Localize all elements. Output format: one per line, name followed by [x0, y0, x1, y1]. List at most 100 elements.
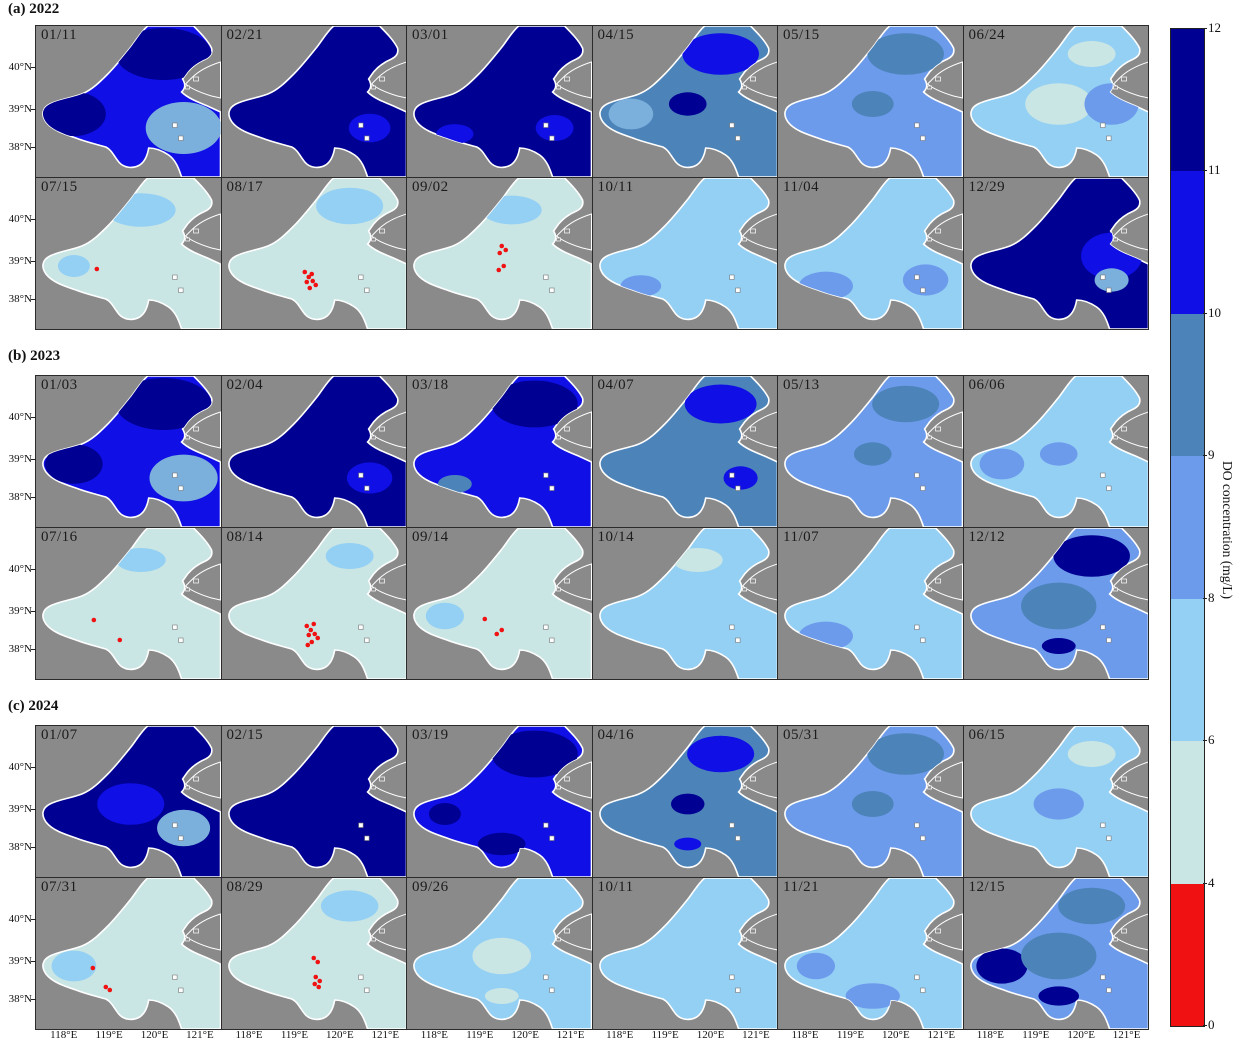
- sea-map: [227, 376, 406, 527]
- sea-map: [227, 726, 406, 877]
- peninsula: [555, 913, 592, 951]
- peninsula: [555, 411, 592, 449]
- hypoxia-spot: [305, 274, 311, 280]
- panel-date-label: 05/31: [783, 727, 820, 743]
- panel-date-label: 09/14: [412, 529, 449, 545]
- colorbar-segment: [1171, 171, 1204, 314]
- hypoxia-spot: [314, 635, 320, 641]
- sea-map: [413, 178, 592, 329]
- station-marker: [1099, 822, 1105, 828]
- sea-map: [413, 878, 592, 1029]
- panel-date-label: 02/21: [226, 27, 264, 43]
- map-panel: 03/19: [407, 726, 592, 877]
- hypoxia-spot: [315, 984, 321, 990]
- station-marker: [363, 637, 369, 643]
- lon-tick-label: 121°E: [186, 1029, 214, 1041]
- map-panel: 09/02: [407, 178, 592, 329]
- peninsula: [370, 213, 406, 251]
- lat-tick-label: 39°N: [8, 605, 32, 618]
- sea-map: [42, 528, 221, 679]
- island: [193, 76, 199, 82]
- station-marker: [357, 472, 363, 478]
- panel-date-label: 01/03: [41, 377, 78, 393]
- island: [185, 587, 190, 592]
- lat-tick-mark: [31, 809, 36, 811]
- hypoxia-spot: [103, 984, 109, 990]
- station-marker: [172, 624, 178, 630]
- station-marker: [734, 485, 740, 491]
- lon-tick-label: 121°E: [742, 1029, 770, 1041]
- hypoxia-spot: [311, 981, 317, 987]
- station-marker: [920, 135, 926, 141]
- station-marker: [549, 637, 555, 643]
- lat-tick-label: 39°N: [8, 955, 32, 968]
- lat-tick-mark: [31, 496, 36, 498]
- island: [185, 237, 190, 242]
- peninsula: [555, 61, 592, 99]
- station-marker: [1105, 287, 1111, 293]
- station-marker: [728, 822, 734, 828]
- island: [935, 426, 941, 432]
- panel-date-label: 07/31: [41, 879, 78, 895]
- island: [193, 578, 199, 584]
- map-panel: 10/11: [592, 878, 777, 1029]
- station-marker: [543, 274, 549, 280]
- station-marker: [728, 624, 734, 630]
- colorbar-tick-mark: [1203, 882, 1207, 884]
- island: [378, 228, 385, 234]
- map-panel: 06/06: [963, 376, 1148, 527]
- peninsula: [555, 213, 592, 251]
- colorbar-segment: [1171, 598, 1204, 742]
- panel-date-label: 02/15: [226, 727, 264, 743]
- map-panel: 03/01: [407, 26, 592, 177]
- map-panel: 01/07: [36, 726, 221, 877]
- year-label-c: (c) 2024: [8, 698, 59, 714]
- island: [185, 785, 190, 790]
- map-panel: 04/16: [592, 726, 777, 877]
- hypoxia-spot: [304, 642, 310, 648]
- station-marker: [549, 135, 555, 141]
- lat-tick-label: 40°N: [8, 410, 32, 423]
- map-panel: 11/21: [778, 878, 963, 1029]
- peninsula: [926, 761, 963, 799]
- peninsula: [555, 563, 592, 601]
- colorbar-tick-mark: [1203, 740, 1207, 742]
- map-grid-c: 01/07 02/15 03/19 04/16 05/31 06/15 07/31 08/29…: [35, 725, 1149, 1030]
- station-marker: [357, 624, 363, 630]
- panel-date-label: 09/02: [412, 179, 449, 195]
- hypoxia-spot: [501, 263, 507, 269]
- map-panel: 05/15: [778, 26, 963, 177]
- island: [556, 785, 561, 790]
- station-marker: [178, 135, 184, 141]
- peninsula: [555, 761, 592, 799]
- hypoxia-spot: [503, 247, 509, 253]
- map-panel: 04/15: [592, 26, 777, 177]
- lat-tick-mark: [31, 218, 36, 220]
- hypoxia-spot: [494, 631, 500, 637]
- sea-map: [598, 528, 777, 679]
- panel-date-label: 07/15: [41, 179, 78, 195]
- panel-date-label: 10/11: [597, 879, 634, 895]
- station-marker: [549, 485, 555, 491]
- colorbar-tick-mark: [1203, 170, 1207, 172]
- lat-tick-label: 38°N: [8, 140, 32, 153]
- lon-tick-label: 120°E: [511, 1029, 540, 1041]
- colorbar-tick-mark: [1203, 455, 1207, 457]
- island: [378, 776, 385, 782]
- island: [935, 76, 941, 82]
- island: [564, 228, 570, 234]
- peninsula: [184, 213, 221, 251]
- island: [935, 776, 941, 782]
- island: [556, 937, 561, 942]
- sea-map: [413, 376, 592, 527]
- lat-tick-label: 38°N: [8, 840, 32, 853]
- station-marker: [914, 624, 920, 630]
- lon-tick-label: 118°E: [791, 1029, 819, 1041]
- hypoxia-spot: [310, 955, 316, 961]
- peninsula: [184, 411, 221, 449]
- station-marker: [363, 835, 369, 841]
- panel-date-label: 04/07: [597, 377, 635, 393]
- station-marker: [357, 274, 363, 280]
- lon-tick-label: 118°E: [50, 1029, 78, 1041]
- panel-date-label: 11/21: [783, 879, 820, 895]
